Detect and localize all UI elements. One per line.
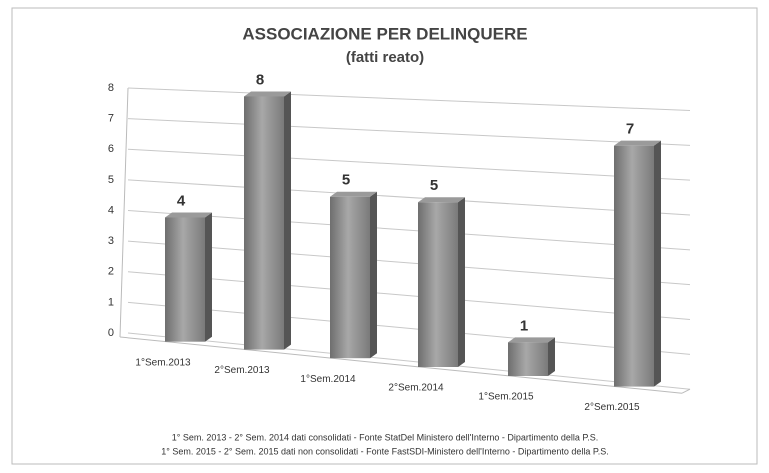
- grid-line: [127, 148, 691, 181]
- bar: [614, 145, 654, 387]
- bar: [244, 96, 284, 350]
- bar-top: [330, 191, 377, 197]
- y-tick-label: 4: [108, 204, 114, 216]
- grid-line: [127, 87, 691, 111]
- grid-line: [127, 301, 691, 355]
- grid-line: [127, 240, 691, 286]
- x-tick-label: 2°Sem.2013: [214, 365, 270, 376]
- grid-line: [127, 332, 691, 390]
- bar: [418, 202, 458, 367]
- x-tick-label: 2°Sem.2014: [388, 383, 444, 394]
- y-tick-label: 1: [108, 296, 114, 308]
- axis-line: [119, 87, 129, 338]
- bar-side: [654, 140, 661, 387]
- floor-edge: [681, 388, 691, 394]
- bar-top: [614, 140, 661, 146]
- y-tick-label: 2: [108, 266, 114, 278]
- footnote: 1° Sem. 2015 - 2° Sem. 2015 dati non con…: [161, 446, 608, 456]
- bar: [508, 342, 548, 376]
- x-tick-label: 1°Sem.2014: [300, 374, 356, 385]
- bar-side: [284, 91, 291, 350]
- chart-subtitle: (fatti reato): [346, 49, 424, 66]
- y-tick-label: 3: [108, 235, 114, 247]
- bar-top: [508, 337, 555, 343]
- grid-line: [127, 271, 691, 321]
- grid-line: [127, 118, 691, 146]
- bar-top: [165, 212, 212, 218]
- y-tick-label: 5: [108, 174, 114, 186]
- value-label: 4: [177, 192, 186, 209]
- value-label: 1: [520, 317, 528, 334]
- bar-top: [418, 197, 465, 203]
- y-tick-label: 8: [108, 82, 114, 94]
- y-tick-label: 0: [108, 327, 114, 339]
- value-label: 8: [256, 71, 264, 88]
- value-label: 5: [342, 172, 350, 189]
- value-label: 5: [430, 177, 438, 194]
- bar: [330, 196, 370, 359]
- x-tick-label: 2°Sem.2015: [584, 402, 640, 413]
- value-label: 7: [626, 121, 634, 138]
- floor-edge: [119, 336, 683, 394]
- bar-side: [205, 212, 212, 342]
- y-tick-label: 6: [108, 143, 114, 155]
- x-tick-label: 1°Sem.2015: [478, 392, 534, 403]
- footnote: 1° Sem. 2013 - 2° Sem. 2014 dati consoli…: [172, 432, 598, 442]
- x-tick-label: 1°Sem.2013: [135, 357, 191, 368]
- grid-line: [127, 210, 691, 251]
- chart-title: ASSOCIAZIONE PER DELINQUERE: [242, 24, 527, 43]
- bar-top: [244, 91, 291, 97]
- bar-side: [458, 197, 465, 367]
- y-tick-label: 7: [108, 113, 114, 125]
- bar-side: [548, 337, 555, 376]
- bar-side: [370, 191, 377, 359]
- grid-line: [127, 179, 691, 216]
- bar: [165, 217, 205, 342]
